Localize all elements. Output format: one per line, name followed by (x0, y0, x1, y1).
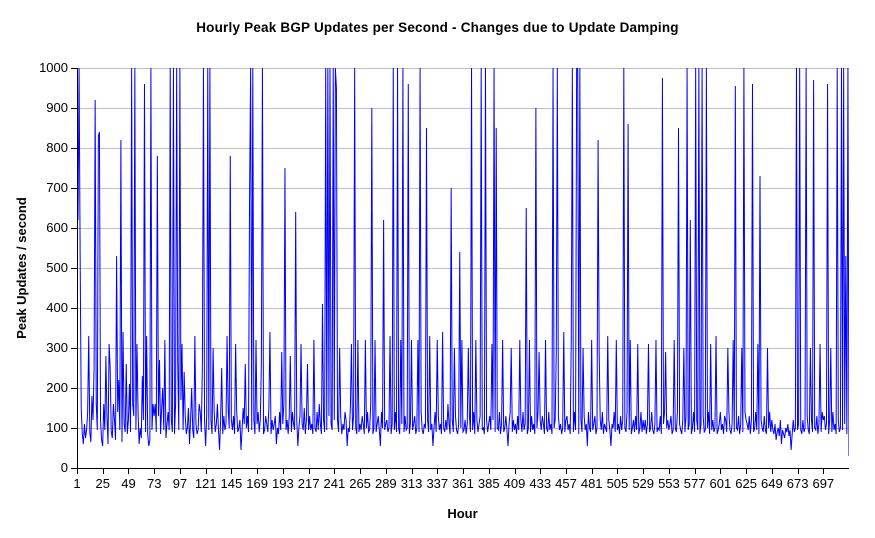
x-tick-mark-361 (463, 469, 465, 474)
x-tick-mark-241 (334, 469, 336, 474)
x-tick-mark-217 (308, 469, 310, 474)
x-tick-label-457: 457 (555, 476, 577, 491)
gridline-y-1000 (78, 68, 849, 69)
plot-area (77, 68, 849, 469)
x-tick-label-25: 25 (95, 476, 110, 491)
x-tick-mark-169 (257, 469, 259, 474)
x-tick-mark-457 (565, 469, 567, 474)
x-tick-label-385: 385 (477, 476, 500, 491)
gridline-y-500 (78, 268, 849, 269)
y-tick-mark-700 (71, 188, 77, 189)
x-tick-mark-697 (823, 469, 825, 474)
y-tick-label-300: 300 (46, 340, 68, 355)
gridline-y-200 (78, 388, 849, 389)
x-tick-mark-385 (488, 469, 490, 474)
y-tick-mark-100 (71, 428, 77, 429)
x-tick-label-649: 649 (761, 476, 783, 491)
y-tick-mark-500 (71, 268, 77, 269)
gridline-y-100 (78, 428, 849, 429)
x-tick-label-217: 217 (297, 476, 320, 491)
x-tick-label-121: 121 (194, 476, 217, 491)
y-tick-label-600: 600 (46, 220, 68, 235)
y-tick-label-800: 800 (46, 140, 68, 155)
gridline-y-600 (78, 228, 849, 229)
x-tick-label-601: 601 (709, 476, 732, 491)
x-tick-label-289: 289 (374, 476, 397, 491)
x-tick-label-265: 265 (349, 476, 371, 491)
x-tick-label-409: 409 (503, 476, 526, 491)
x-tick-mark-193 (282, 469, 284, 474)
x-axis-title: Hour (447, 506, 478, 521)
x-tick-mark-121 (205, 469, 207, 474)
x-tick-label-313: 313 (400, 476, 423, 491)
y-tick-mark-200 (71, 388, 77, 389)
x-tick-label-577: 577 (683, 476, 706, 491)
x-tick-label-241: 241 (323, 476, 346, 491)
x-tick-label-361: 361 (452, 476, 474, 491)
x-tick-mark-601 (720, 469, 722, 474)
x-tick-mark-553 (668, 469, 670, 474)
x-tick-label-97: 97 (172, 476, 188, 491)
series-line (78, 68, 849, 457)
gridline-y-800 (78, 148, 849, 149)
x-tick-mark-529 (643, 469, 645, 474)
x-tick-mark-433 (540, 469, 542, 474)
y-tick-mark-1000 (71, 68, 77, 69)
x-tick-label-193: 193 (272, 476, 294, 491)
y-tick-mark-800 (71, 148, 77, 149)
x-tick-mark-25 (102, 469, 104, 474)
x-tick-mark-97 (179, 469, 181, 474)
x-tick-mark-265 (360, 469, 362, 474)
x-tick-mark-625 (746, 469, 748, 474)
gridline-y-900 (78, 108, 849, 109)
x-tick-mark-289 (385, 469, 387, 474)
y-tick-label-400: 400 (46, 300, 68, 315)
x-tick-mark-337 (437, 469, 439, 474)
x-tick-label-433: 433 (529, 476, 552, 491)
y-tick-mark-400 (71, 308, 77, 309)
x-tick-mark-577 (694, 469, 696, 474)
chart-title: Hourly Peak BGP Updates per Second - Cha… (196, 20, 679, 35)
x-tick-mark-505 (617, 469, 619, 474)
x-tick-label-673: 673 (786, 476, 809, 491)
y-tick-label-200: 200 (46, 380, 68, 395)
y-tick-mark-900 (71, 108, 77, 109)
y-tick-label-100: 100 (46, 420, 68, 435)
x-tick-mark-73 (154, 469, 156, 474)
x-tick-mark-1 (77, 469, 78, 474)
y-tick-mark-600 (71, 228, 77, 229)
x-tick-label-49: 49 (121, 476, 136, 491)
x-tick-mark-313 (411, 469, 413, 474)
x-tick-mark-481 (591, 469, 593, 474)
x-tick-mark-649 (771, 469, 773, 474)
gridline-y-300 (78, 348, 849, 349)
y-axis-title: Peak Updates / second (14, 197, 29, 339)
x-tick-label-625: 625 (735, 476, 757, 491)
y-tick-label-900: 900 (46, 100, 68, 115)
x-tick-label-169: 169 (246, 476, 268, 491)
x-tick-label-145: 145 (220, 476, 243, 491)
y-tick-mark-300 (71, 348, 77, 349)
x-tick-label-1: 1 (73, 476, 81, 491)
x-tick-label-337: 337 (426, 476, 449, 491)
x-tick-mark-49 (128, 469, 130, 474)
x-tick-label-481: 481 (580, 476, 603, 491)
x-tick-label-553: 553 (658, 476, 680, 491)
y-tick-label-500: 500 (46, 260, 68, 275)
gridline-y-400 (78, 308, 849, 309)
y-tick-label-1000: 1000 (39, 60, 68, 75)
x-tick-label-529: 529 (632, 476, 655, 491)
y-tick-label-0: 0 (60, 460, 68, 475)
x-tick-mark-145 (231, 469, 233, 474)
y-tick-mark-0 (71, 468, 77, 469)
gridline-y-700 (78, 188, 849, 189)
x-tick-mark-409 (514, 469, 516, 474)
series-layer (78, 68, 849, 457)
x-tick-label-505: 505 (606, 476, 629, 491)
x-tick-label-73: 73 (146, 476, 162, 491)
y-tick-label-700: 700 (46, 180, 68, 195)
x-tick-label-697: 697 (812, 476, 835, 491)
x-tick-mark-673 (797, 469, 799, 474)
